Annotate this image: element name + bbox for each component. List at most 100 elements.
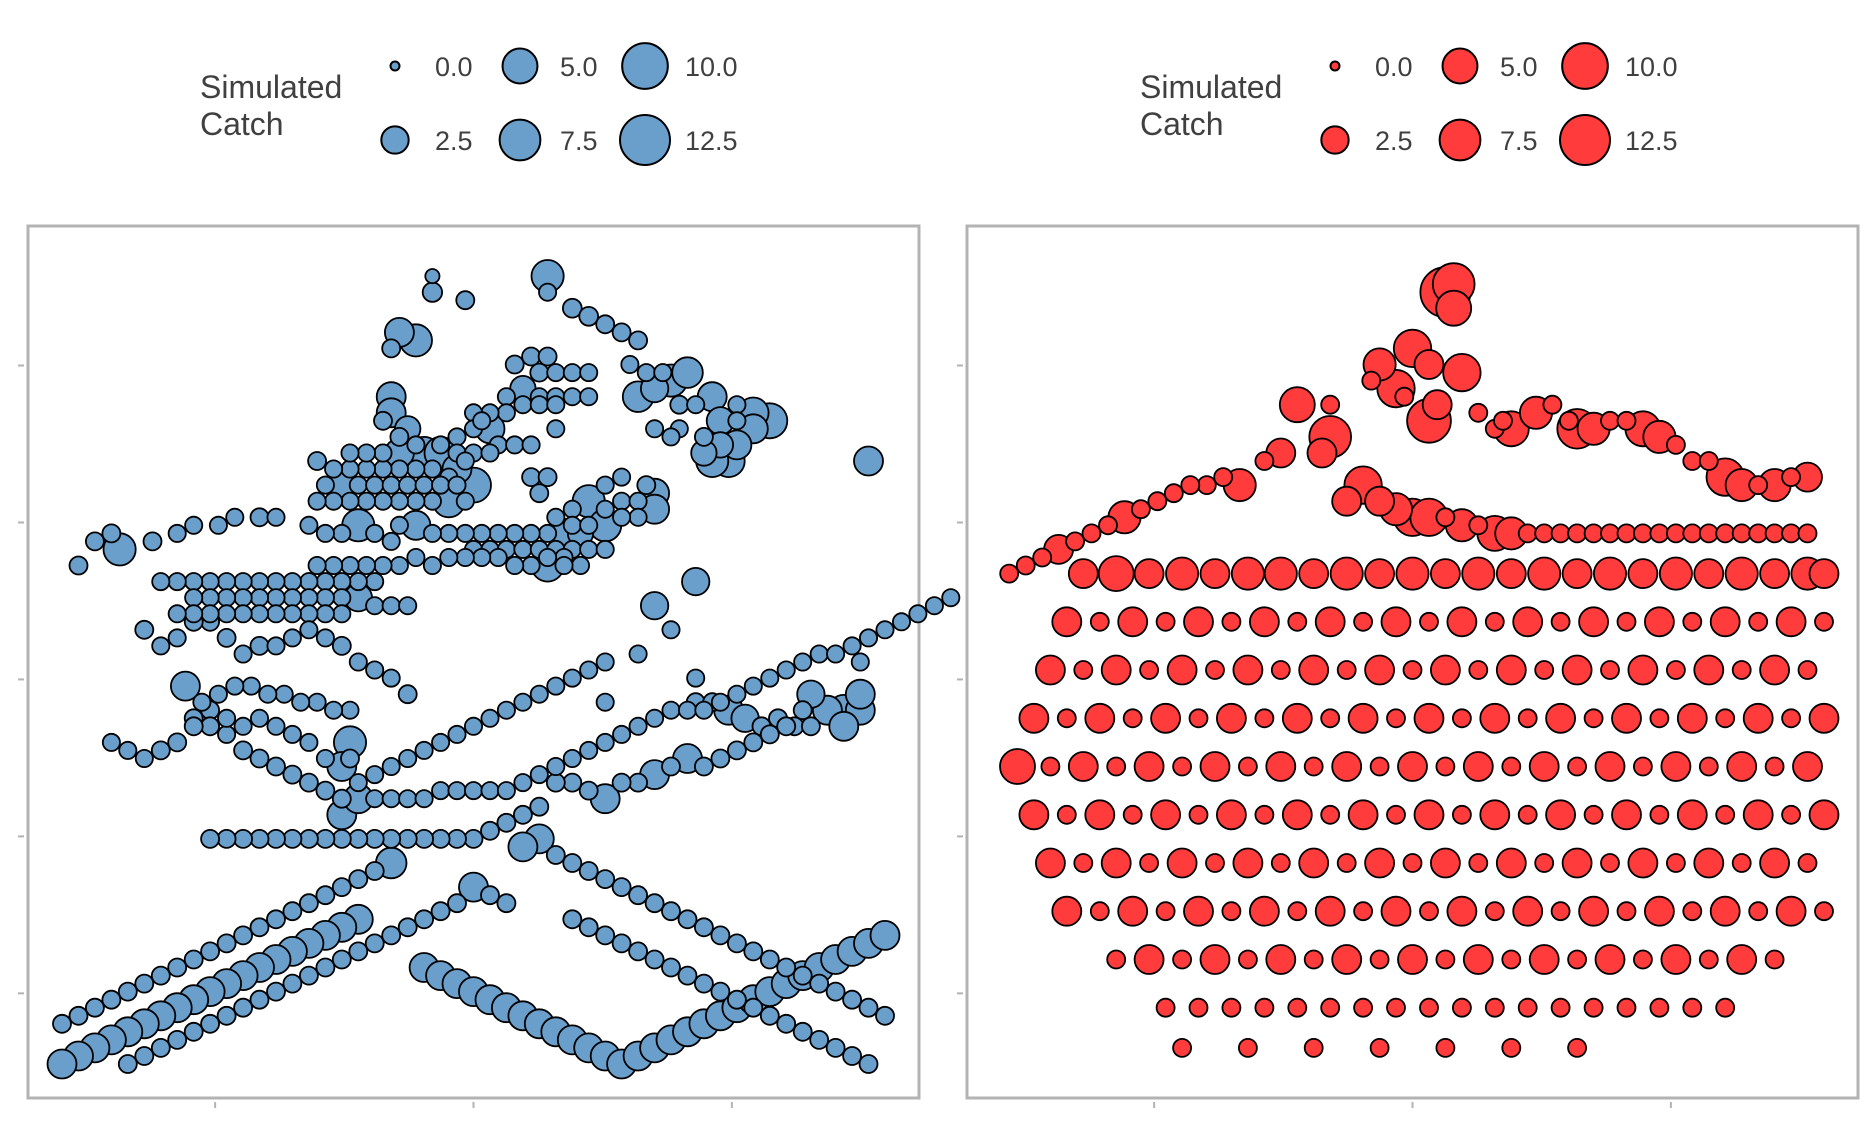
data-point bbox=[282, 628, 302, 648]
legend-title-line-1: Simulated bbox=[1140, 69, 1282, 105]
legend-label-1: 2.5 bbox=[1375, 126, 1413, 156]
data-point bbox=[431, 475, 451, 495]
data-point bbox=[1468, 660, 1489, 680]
data-point bbox=[299, 588, 319, 608]
data-point bbox=[381, 925, 402, 946]
data-point bbox=[46, 1048, 78, 1080]
data-point bbox=[1287, 901, 1308, 922]
data-point bbox=[1731, 660, 1752, 680]
data-point bbox=[1265, 751, 1297, 782]
data-point bbox=[414, 789, 434, 809]
data-point bbox=[447, 724, 467, 744]
data-point bbox=[1150, 799, 1181, 831]
data-point bbox=[307, 556, 327, 576]
data-point bbox=[151, 572, 171, 592]
data-point bbox=[365, 475, 385, 495]
data-point bbox=[480, 708, 500, 728]
data-point bbox=[1015, 555, 1036, 576]
data-point bbox=[118, 740, 138, 760]
data-point bbox=[869, 920, 901, 951]
data-point bbox=[1331, 485, 1363, 517]
data-point bbox=[694, 973, 714, 994]
data-point bbox=[389, 459, 409, 479]
data-point bbox=[1578, 895, 1609, 927]
data-point bbox=[1731, 523, 1752, 544]
data-point bbox=[1709, 895, 1741, 927]
data-point bbox=[431, 732, 451, 752]
legend-key-1 bbox=[380, 125, 410, 155]
data-point bbox=[307, 451, 328, 471]
data-point bbox=[595, 925, 616, 946]
data-point bbox=[759, 949, 780, 970]
data-point bbox=[537, 346, 558, 367]
data-point bbox=[505, 556, 525, 576]
data-point bbox=[1254, 804, 1275, 825]
data-point bbox=[233, 997, 254, 1018]
data-point bbox=[348, 475, 368, 495]
data-point bbox=[546, 363, 566, 383]
data-point bbox=[529, 483, 550, 504]
data-point bbox=[1666, 853, 1686, 873]
data-point bbox=[611, 877, 632, 897]
data-point bbox=[710, 981, 731, 1002]
data-point bbox=[249, 604, 269, 624]
data-point bbox=[348, 773, 368, 793]
data-point bbox=[1329, 556, 1364, 591]
data-point bbox=[397, 684, 418, 705]
data-point bbox=[1600, 853, 1620, 873]
data-point bbox=[546, 676, 566, 696]
data-point bbox=[1221, 997, 1242, 1018]
data-point bbox=[521, 346, 541, 367]
data-point bbox=[1221, 901, 1242, 922]
data-point bbox=[1380, 895, 1412, 927]
data-point bbox=[1278, 386, 1316, 424]
data-point bbox=[1616, 611, 1637, 632]
data-point bbox=[373, 443, 393, 463]
data-point bbox=[612, 467, 632, 487]
data-point bbox=[1775, 606, 1807, 638]
data-point bbox=[463, 781, 483, 801]
data-point bbox=[1501, 949, 1522, 970]
data-point bbox=[1742, 702, 1774, 734]
data-point bbox=[1468, 402, 1489, 423]
data-point bbox=[1084, 702, 1116, 734]
data-point bbox=[101, 989, 122, 1010]
data-point bbox=[776, 660, 796, 680]
data-point bbox=[1435, 289, 1473, 327]
data-point bbox=[628, 507, 648, 527]
data-point bbox=[356, 459, 376, 479]
data-point bbox=[825, 1038, 846, 1058]
data-point bbox=[331, 636, 352, 656]
data-point bbox=[167, 628, 187, 648]
data-point bbox=[1155, 901, 1176, 922]
data-point bbox=[1347, 799, 1379, 831]
data-point bbox=[348, 829, 369, 849]
data-point bbox=[999, 563, 1020, 584]
data-point bbox=[681, 566, 711, 597]
data-point bbox=[1097, 555, 1135, 592]
legend-label-0: 0.0 bbox=[1375, 52, 1413, 82]
data-point bbox=[365, 789, 385, 809]
data-point bbox=[1501, 1038, 1522, 1058]
data-point bbox=[315, 572, 335, 592]
data-point bbox=[424, 268, 441, 285]
data-point bbox=[1216, 799, 1247, 831]
data-point bbox=[1402, 660, 1423, 680]
data-point bbox=[1484, 997, 1505, 1018]
data-point bbox=[924, 596, 944, 616]
data-point bbox=[340, 556, 360, 576]
data-point bbox=[1270, 660, 1291, 680]
data-point bbox=[1100, 847, 1132, 879]
legend-label-3: 7.5 bbox=[560, 126, 598, 156]
data-point bbox=[1394, 386, 1415, 407]
data-point bbox=[546, 757, 566, 777]
data-point bbox=[298, 772, 319, 793]
data-point bbox=[324, 556, 344, 576]
data-point bbox=[1583, 997, 1604, 1018]
data-point bbox=[348, 572, 368, 592]
data-point bbox=[167, 604, 187, 624]
data-point bbox=[85, 997, 105, 1018]
data-point bbox=[1534, 660, 1555, 680]
